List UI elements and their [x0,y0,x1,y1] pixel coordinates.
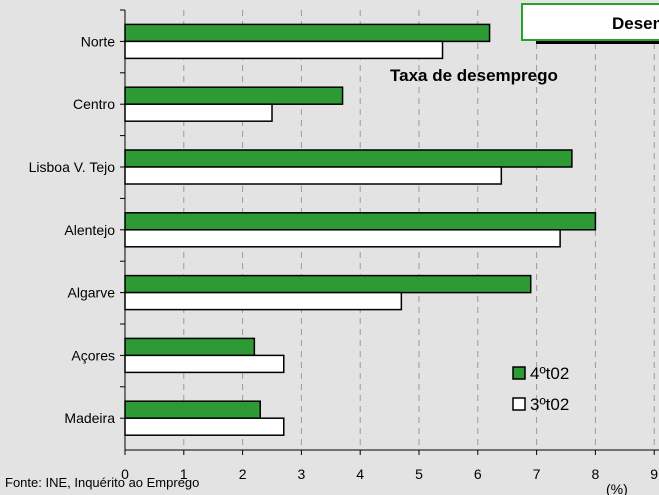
chart-title-box: Desemprego [521,3,659,44]
x-axis-unit: (%) [606,481,628,495]
legend-swatch-4t02 [512,366,526,380]
category-label: Madeira [64,410,115,426]
bar-3t02 [124,417,285,436]
bar-3t02 [124,229,561,248]
bar-4t02 [124,23,491,43]
bar-3t02 [124,166,503,185]
source-note: Fonte: INE, Inquérito ao Emprego [5,475,199,490]
bar-4t02 [124,149,573,168]
bar-4t02 [124,86,344,105]
category-label: Lisboa V. Tejo [29,159,116,175]
bar-4t02 [124,400,261,419]
category-label: Açores [71,347,115,363]
x-tick-label: 9 [650,466,658,482]
category-labels: Norte Centro Lisboa V. Tejo Alentejo Algarve… [29,33,116,426]
x-tick-label: 5 [415,466,423,482]
x-tick-label: 0 [121,466,129,482]
bar-4t02 [124,212,597,231]
chart-title: Desemprego [612,14,659,33]
x-tick-label: 2 [239,466,247,482]
bar-4t02 [124,274,532,294]
category-label: Centro [73,96,115,112]
legend-label-3t02: 3ºt02 [530,395,569,414]
x-tick-label: 1 [180,466,188,482]
bar-3t02 [124,103,273,122]
category-label: Norte [81,33,115,49]
bar-3t02 [124,354,285,374]
x-tick-label: 8 [592,466,600,482]
chart-subtitle: Taxa de desemprego [390,66,558,85]
category-label: Alentejo [64,222,115,238]
x-tick-label: 4 [356,466,364,482]
x-tick-label: 3 [298,466,306,482]
legend: 4ºt02 3ºt02 [512,364,569,414]
x-tick-label: 6 [474,466,482,482]
x-axis-ticks: 0 1 2 3 4 5 6 7 8 9 [121,450,658,482]
bar-3t02 [124,40,444,60]
y-axis-ticks [120,9,125,419]
category-label: Algarve [68,285,116,301]
legend-swatch-3t02 [512,397,526,411]
x-tick-label: 7 [533,466,541,482]
legend-label-4t02: 4ºt02 [530,364,569,383]
bar-3t02 [124,291,403,311]
bar-4t02 [124,337,256,357]
